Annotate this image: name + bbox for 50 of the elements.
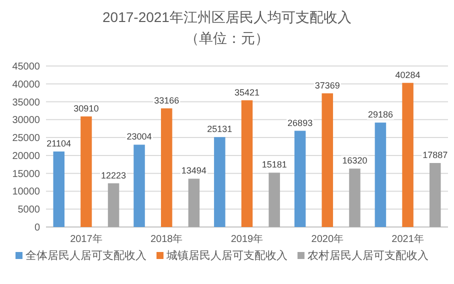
bar [322, 93, 334, 227]
y-tick-label: 5000 [18, 204, 40, 216]
legend-label: 农村居民人居可支配收入 [308, 249, 428, 262]
bar [53, 151, 64, 227]
y-tick-label: 20000 [12, 150, 40, 162]
y-tick-label: 15000 [12, 168, 40, 180]
y-tick-label: 45000 [12, 62, 40, 72]
y-tick-label: 0 [34, 222, 40, 234]
bar [402, 82, 414, 227]
data-label: 30910 [74, 103, 99, 114]
bar [108, 183, 120, 227]
legend-label: 城镇居民人居可支配收入 [166, 249, 288, 262]
data-label: 12223 [101, 170, 126, 180]
bar [268, 172, 280, 227]
data-label: 35421 [234, 87, 260, 98]
data-label: 26893 [288, 118, 313, 128]
x-tick-label: 2017年 [70, 233, 102, 245]
bar [374, 122, 386, 227]
chart-subtitle: （单位：元） [185, 30, 269, 46]
data-label: 15181 [262, 160, 287, 170]
data-label: 29186 [368, 110, 393, 120]
bar [214, 137, 226, 227]
chart-title: 2017-2021年江州区居民人均可支配收入 [102, 9, 352, 25]
data-label: 25131 [207, 124, 232, 134]
data-label: 13494 [181, 166, 206, 176]
x-tick-label: 2019年 [230, 233, 264, 245]
data-label: 33166 [154, 95, 180, 106]
data-label: 21104 [46, 138, 72, 148]
legend-label: 全体居民人居可支配收入 [26, 249, 146, 262]
y-tick-label: 25000 [12, 133, 40, 144]
x-tick-label: 2021年 [392, 233, 424, 245]
bar [349, 168, 360, 227]
bar [134, 144, 145, 227]
x-tick-label: 2018年 [150, 233, 183, 245]
bar [80, 116, 92, 227]
y-tick-label: 10000 [12, 186, 40, 198]
data-label: 17887 [422, 150, 448, 160]
data-label: 37369 [314, 80, 340, 90]
y-tick-label: 40000 [12, 79, 40, 90]
x-tick-label: 2020年 [311, 233, 344, 245]
data-label: 16320 [342, 156, 368, 166]
bar [188, 178, 200, 227]
bar [241, 100, 253, 227]
y-tick-label: 30000 [12, 115, 40, 126]
y-tick-label: 35000 [12, 97, 40, 108]
bar [430, 163, 441, 227]
data-label: 40284 [395, 70, 420, 80]
bar [160, 108, 172, 227]
data-label: 23004 [126, 132, 152, 142]
bar [294, 130, 306, 227]
